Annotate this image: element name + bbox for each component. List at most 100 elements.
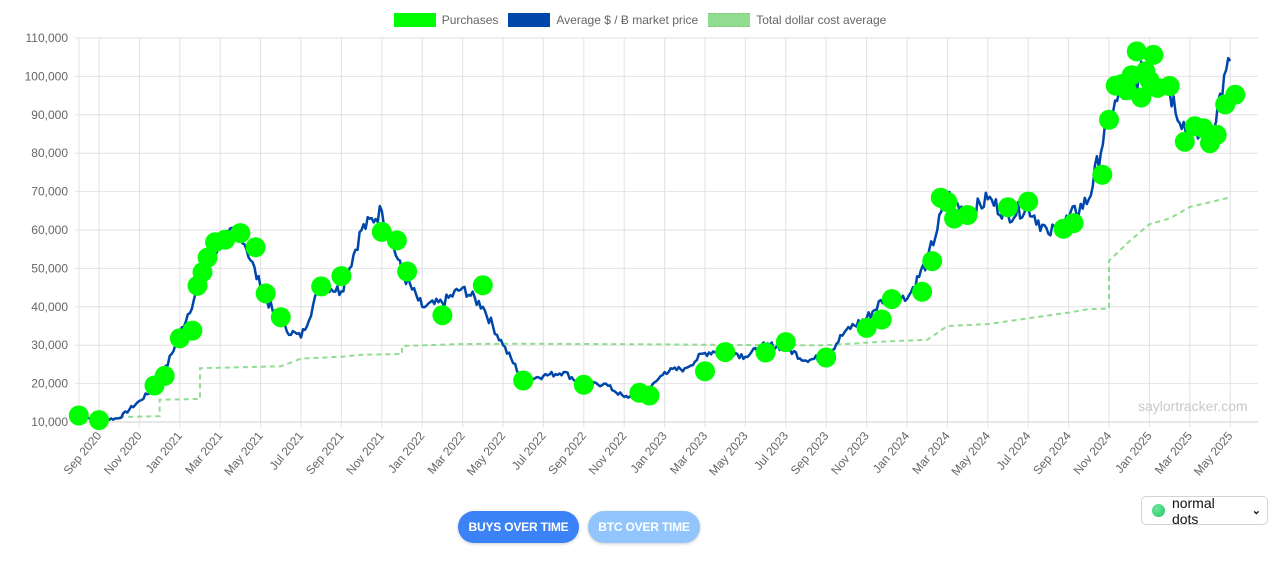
svg-text:80,000: 80,000 <box>31 146 68 160</box>
purchases-swatch-icon <box>393 13 436 27</box>
svg-text:100,000: 100,000 <box>25 69 69 83</box>
svg-text:Sep 2021: Sep 2021 <box>303 429 347 478</box>
svg-text:Sep 2024: Sep 2024 <box>1030 429 1074 478</box>
dot-mode-select[interactable]: normal dots ⌄ <box>1141 494 1268 527</box>
y-axis: 10,000 20,000 30,000 40,000 50,000 60,000 70,0… <box>25 31 69 429</box>
purchase-dot[interactable] <box>816 347 837 368</box>
svg-text:Jul 2024: Jul 2024 <box>994 429 1034 473</box>
svg-text:Jan 2021: Jan 2021 <box>143 429 186 476</box>
legend-item-dca[interactable]: Total dollar cost average <box>708 13 886 27</box>
purchase-dot[interactable] <box>397 261 418 282</box>
svg-text:30,000: 30,000 <box>31 338 68 352</box>
purchase-dot[interactable] <box>215 229 236 250</box>
purchase-dot[interactable] <box>957 205 978 225</box>
purchase-dot[interactable] <box>775 332 796 353</box>
purchase-dot[interactable] <box>68 405 89 426</box>
chart-canvas: 10,000 20,000 30,000 40,000 50,000 60,000 70,0… <box>25 31 1258 479</box>
svg-text:Nov 2023: Nov 2023 <box>828 429 872 478</box>
legend-item-price[interactable]: Average $ / Ƀ market price <box>508 13 698 27</box>
svg-text:Nov 2020: Nov 2020 <box>101 429 145 478</box>
btc-over-time-button[interactable]: BTC OVER TIME <box>588 511 700 543</box>
purchase-dot[interactable] <box>255 283 276 304</box>
svg-text:May 2022: May 2022 <box>464 429 509 479</box>
svg-text:Jan 2025: Jan 2025 <box>1112 429 1155 476</box>
purchase-dot[interactable] <box>432 305 453 326</box>
legend-label: Average $ / Ƀ market price <box>556 13 699 27</box>
purchase-dot[interactable] <box>912 281 933 302</box>
svg-text:110,000: 110,000 <box>26 31 69 45</box>
purchase-dot[interactable] <box>1018 191 1039 212</box>
purchase-dot[interactable] <box>937 192 958 212</box>
purchase-dot[interactable] <box>1174 131 1195 152</box>
purchase-dot[interactable] <box>1225 84 1246 105</box>
svg-text:50,000: 50,000 <box>31 261 68 275</box>
svg-text:Mar 2022: Mar 2022 <box>425 429 469 477</box>
purchase-dot[interactable] <box>1159 76 1180 96</box>
purchase-dot[interactable] <box>871 309 892 330</box>
purchase-dot[interactable] <box>1143 44 1164 65</box>
purchase-dot[interactable] <box>639 385 660 406</box>
purchase-dot[interactable] <box>371 221 392 242</box>
svg-text:May 2021: May 2021 <box>221 429 266 479</box>
purchase-dot[interactable] <box>1126 41 1147 62</box>
purchase-dot[interactable] <box>182 320 203 341</box>
svg-text:Sep 2022: Sep 2022 <box>545 429 589 478</box>
svg-text:Nov 2021: Nov 2021 <box>343 429 387 478</box>
svg-text:40,000: 40,000 <box>31 300 68 314</box>
purchase-dot[interactable] <box>386 230 407 251</box>
purchase-dot[interactable] <box>695 361 715 382</box>
svg-text:Sep 2020: Sep 2020 <box>61 429 105 478</box>
svg-text:Mar 2024: Mar 2024 <box>909 429 953 477</box>
purchase-dot[interactable] <box>331 266 352 287</box>
purchase-dot[interactable] <box>856 317 877 338</box>
svg-text:10,000: 10,000 <box>31 415 68 429</box>
purchase-dot[interactable] <box>197 247 218 268</box>
svg-text:70,000: 70,000 <box>31 185 68 199</box>
purchase-dot[interactable] <box>1092 164 1113 185</box>
purchase-dot[interactable] <box>513 370 534 391</box>
svg-text:20,000: 20,000 <box>31 377 68 391</box>
purchase-dot[interactable] <box>998 197 1018 218</box>
dca-swatch-icon <box>708 13 751 27</box>
purchase-dot[interactable] <box>311 276 332 297</box>
purchase-dot[interactable] <box>1131 87 1152 108</box>
purchase-dot[interactable] <box>1063 213 1084 234</box>
svg-text:Jan 2023: Jan 2023 <box>627 429 670 476</box>
purchase-dot[interactable] <box>245 237 266 258</box>
buys-over-time-button[interactable]: BUYS OVER TIME <box>458 511 579 543</box>
purchase-dot[interactable] <box>922 251 943 272</box>
dca-line <box>119 196 1231 418</box>
purchase-dot[interactable] <box>89 410 109 431</box>
chevron-down-icon: ⌄ <box>1251 505 1261 517</box>
purchase-dot[interactable] <box>270 307 291 328</box>
purchase-dots[interactable] <box>68 41 1246 431</box>
purchase-dot[interactable] <box>715 342 736 363</box>
svg-text:90,000: 90,000 <box>31 108 68 122</box>
purchase-dot[interactable] <box>1099 109 1119 130</box>
watermark: saylortracker.com <box>1138 398 1248 414</box>
legend-label: Total dollar cost average <box>756 13 887 27</box>
svg-text:May 2025: May 2025 <box>1191 429 1236 479</box>
legend-label: Purchases <box>441 13 499 27</box>
svg-text:May 2023: May 2023 <box>706 429 751 479</box>
purchase-dot[interactable] <box>573 374 594 395</box>
purchase-dot[interactable] <box>755 342 776 363</box>
chart-legend: Purchases Average $ / Ƀ market price Tot… <box>0 13 1280 27</box>
svg-text:60,000: 60,000 <box>31 223 68 237</box>
svg-text:May 2024: May 2024 <box>948 429 993 479</box>
svg-text:Jul 2023: Jul 2023 <box>751 429 791 473</box>
dot-mode-value: normal dots <box>1171 494 1215 527</box>
purchase-dot[interactable] <box>472 275 493 296</box>
svg-text:Nov 2024: Nov 2024 <box>1071 429 1115 478</box>
green-dot-icon <box>1152 504 1165 517</box>
svg-text:Mar 2025: Mar 2025 <box>1152 429 1196 477</box>
legend-item-purchases[interactable]: Purchases <box>393 13 499 27</box>
purchase-dot[interactable] <box>230 223 251 244</box>
purchase-dot[interactable] <box>154 365 175 386</box>
svg-text:Jan 2024: Jan 2024 <box>870 429 913 476</box>
purchase-dot[interactable] <box>881 289 902 310</box>
purchase-dot[interactable] <box>1206 124 1227 145</box>
svg-text:Jan 2022: Jan 2022 <box>385 429 428 476</box>
svg-text:Mar 2023: Mar 2023 <box>667 429 711 477</box>
price-swatch-icon <box>508 13 551 27</box>
